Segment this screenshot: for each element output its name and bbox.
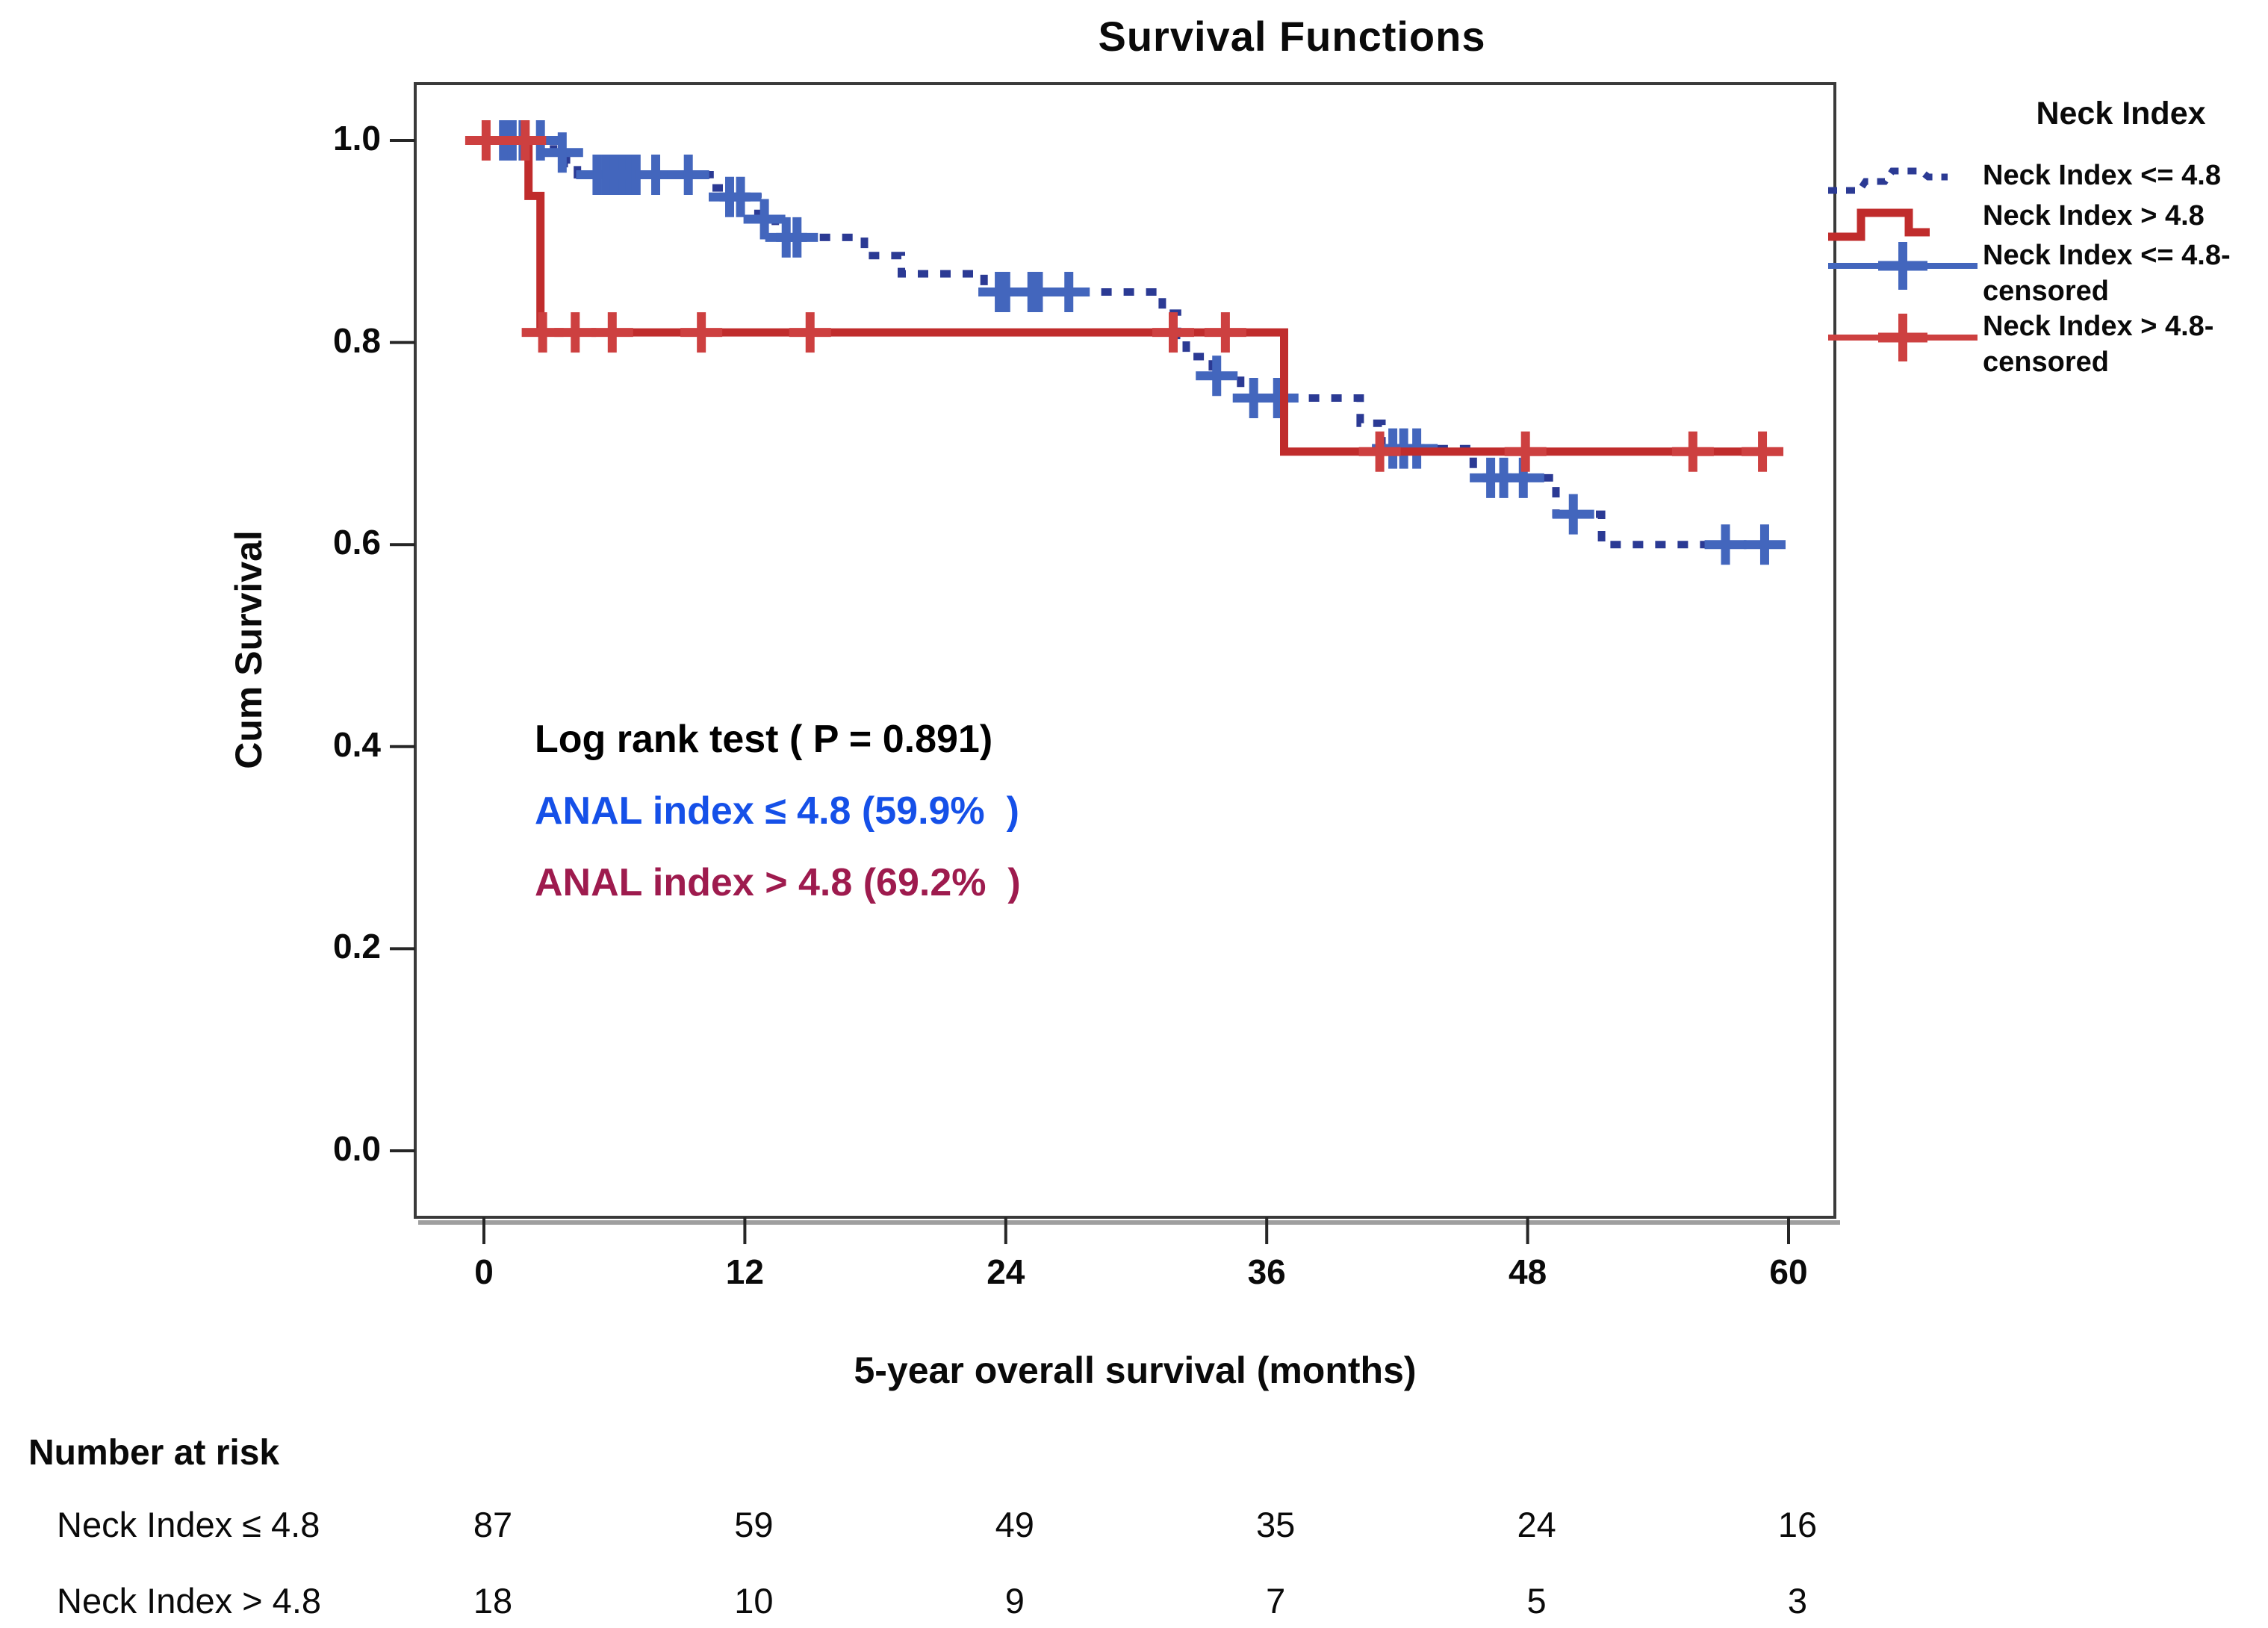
risk-value: 9: [1004, 1581, 1025, 1621]
red-group-annotation: ANAL index > 4.8 (69.2% ): [535, 861, 1021, 904]
risk-table-title: Number at risk: [28, 1433, 280, 1473]
x-tick-label: 0: [474, 1252, 494, 1291]
logrank-annotation: Log rank test ( P = 0.891): [535, 718, 993, 761]
legend-entry-label: Neck Index <= 4.8: [1983, 160, 2221, 191]
chart-title: Survival Functions: [1098, 13, 1486, 60]
y-tick-label: 1.0: [333, 119, 381, 158]
legend-marker-dashed-step: [1828, 167, 1948, 194]
risk-value: 16: [1777, 1505, 1818, 1544]
y-tick-label: 0.2: [333, 927, 381, 966]
legend-entry-label: censored: [1983, 276, 2109, 307]
x-tick-label: 24: [987, 1252, 1025, 1291]
risk-value: 59: [734, 1505, 774, 1544]
y-tick-label: 0.8: [333, 320, 381, 360]
y-tick-label: 0.4: [333, 724, 381, 764]
risk-value: 3: [1787, 1581, 1808, 1621]
risk-value: 10: [734, 1581, 774, 1621]
blue-series-line: [468, 137, 1783, 549]
risk-row-label: Neck Index ≤ 4.8: [57, 1505, 320, 1544]
red-series-line: [468, 136, 1783, 456]
risk-value: 49: [995, 1505, 1034, 1544]
y-tick-label: 0.0: [333, 1129, 381, 1168]
risk-value: 24: [1517, 1505, 1556, 1544]
plot-border: [414, 82, 1836, 1219]
blue-group-annotation: ANAL index ≤ 4.8 (59.9% ): [535, 789, 1019, 833]
risk-value: 7: [1266, 1581, 1286, 1621]
x-tick-label: 48: [1509, 1252, 1547, 1291]
x-tick-label: 12: [725, 1252, 764, 1291]
legend-entry-label: Neck Index > 4.8-: [1983, 311, 2214, 342]
risk-value: 18: [473, 1581, 513, 1621]
legend-entry-label: Neck Index > 4.8: [1983, 200, 2205, 232]
risk-row-label: Neck Index > 4.8: [57, 1581, 322, 1621]
y-tick-label: 0.6: [333, 523, 381, 562]
legend-title: Neck Index: [2036, 96, 2206, 131]
risk-value: 87: [473, 1505, 513, 1544]
x-axis-title: 5-year overall survival (months): [854, 1349, 1417, 1391]
x-tick-label: 36: [1247, 1252, 1286, 1291]
x-tick-label: 60: [1769, 1252, 1808, 1291]
legend-marker-solid-step: [1828, 208, 1930, 241]
risk-value: 5: [1526, 1581, 1547, 1621]
legend-entry-label: Neck Index <= 4.8-: [1983, 240, 2231, 271]
risk-value: 35: [1256, 1505, 1296, 1544]
legend-entry-label: censored: [1983, 347, 2109, 378]
